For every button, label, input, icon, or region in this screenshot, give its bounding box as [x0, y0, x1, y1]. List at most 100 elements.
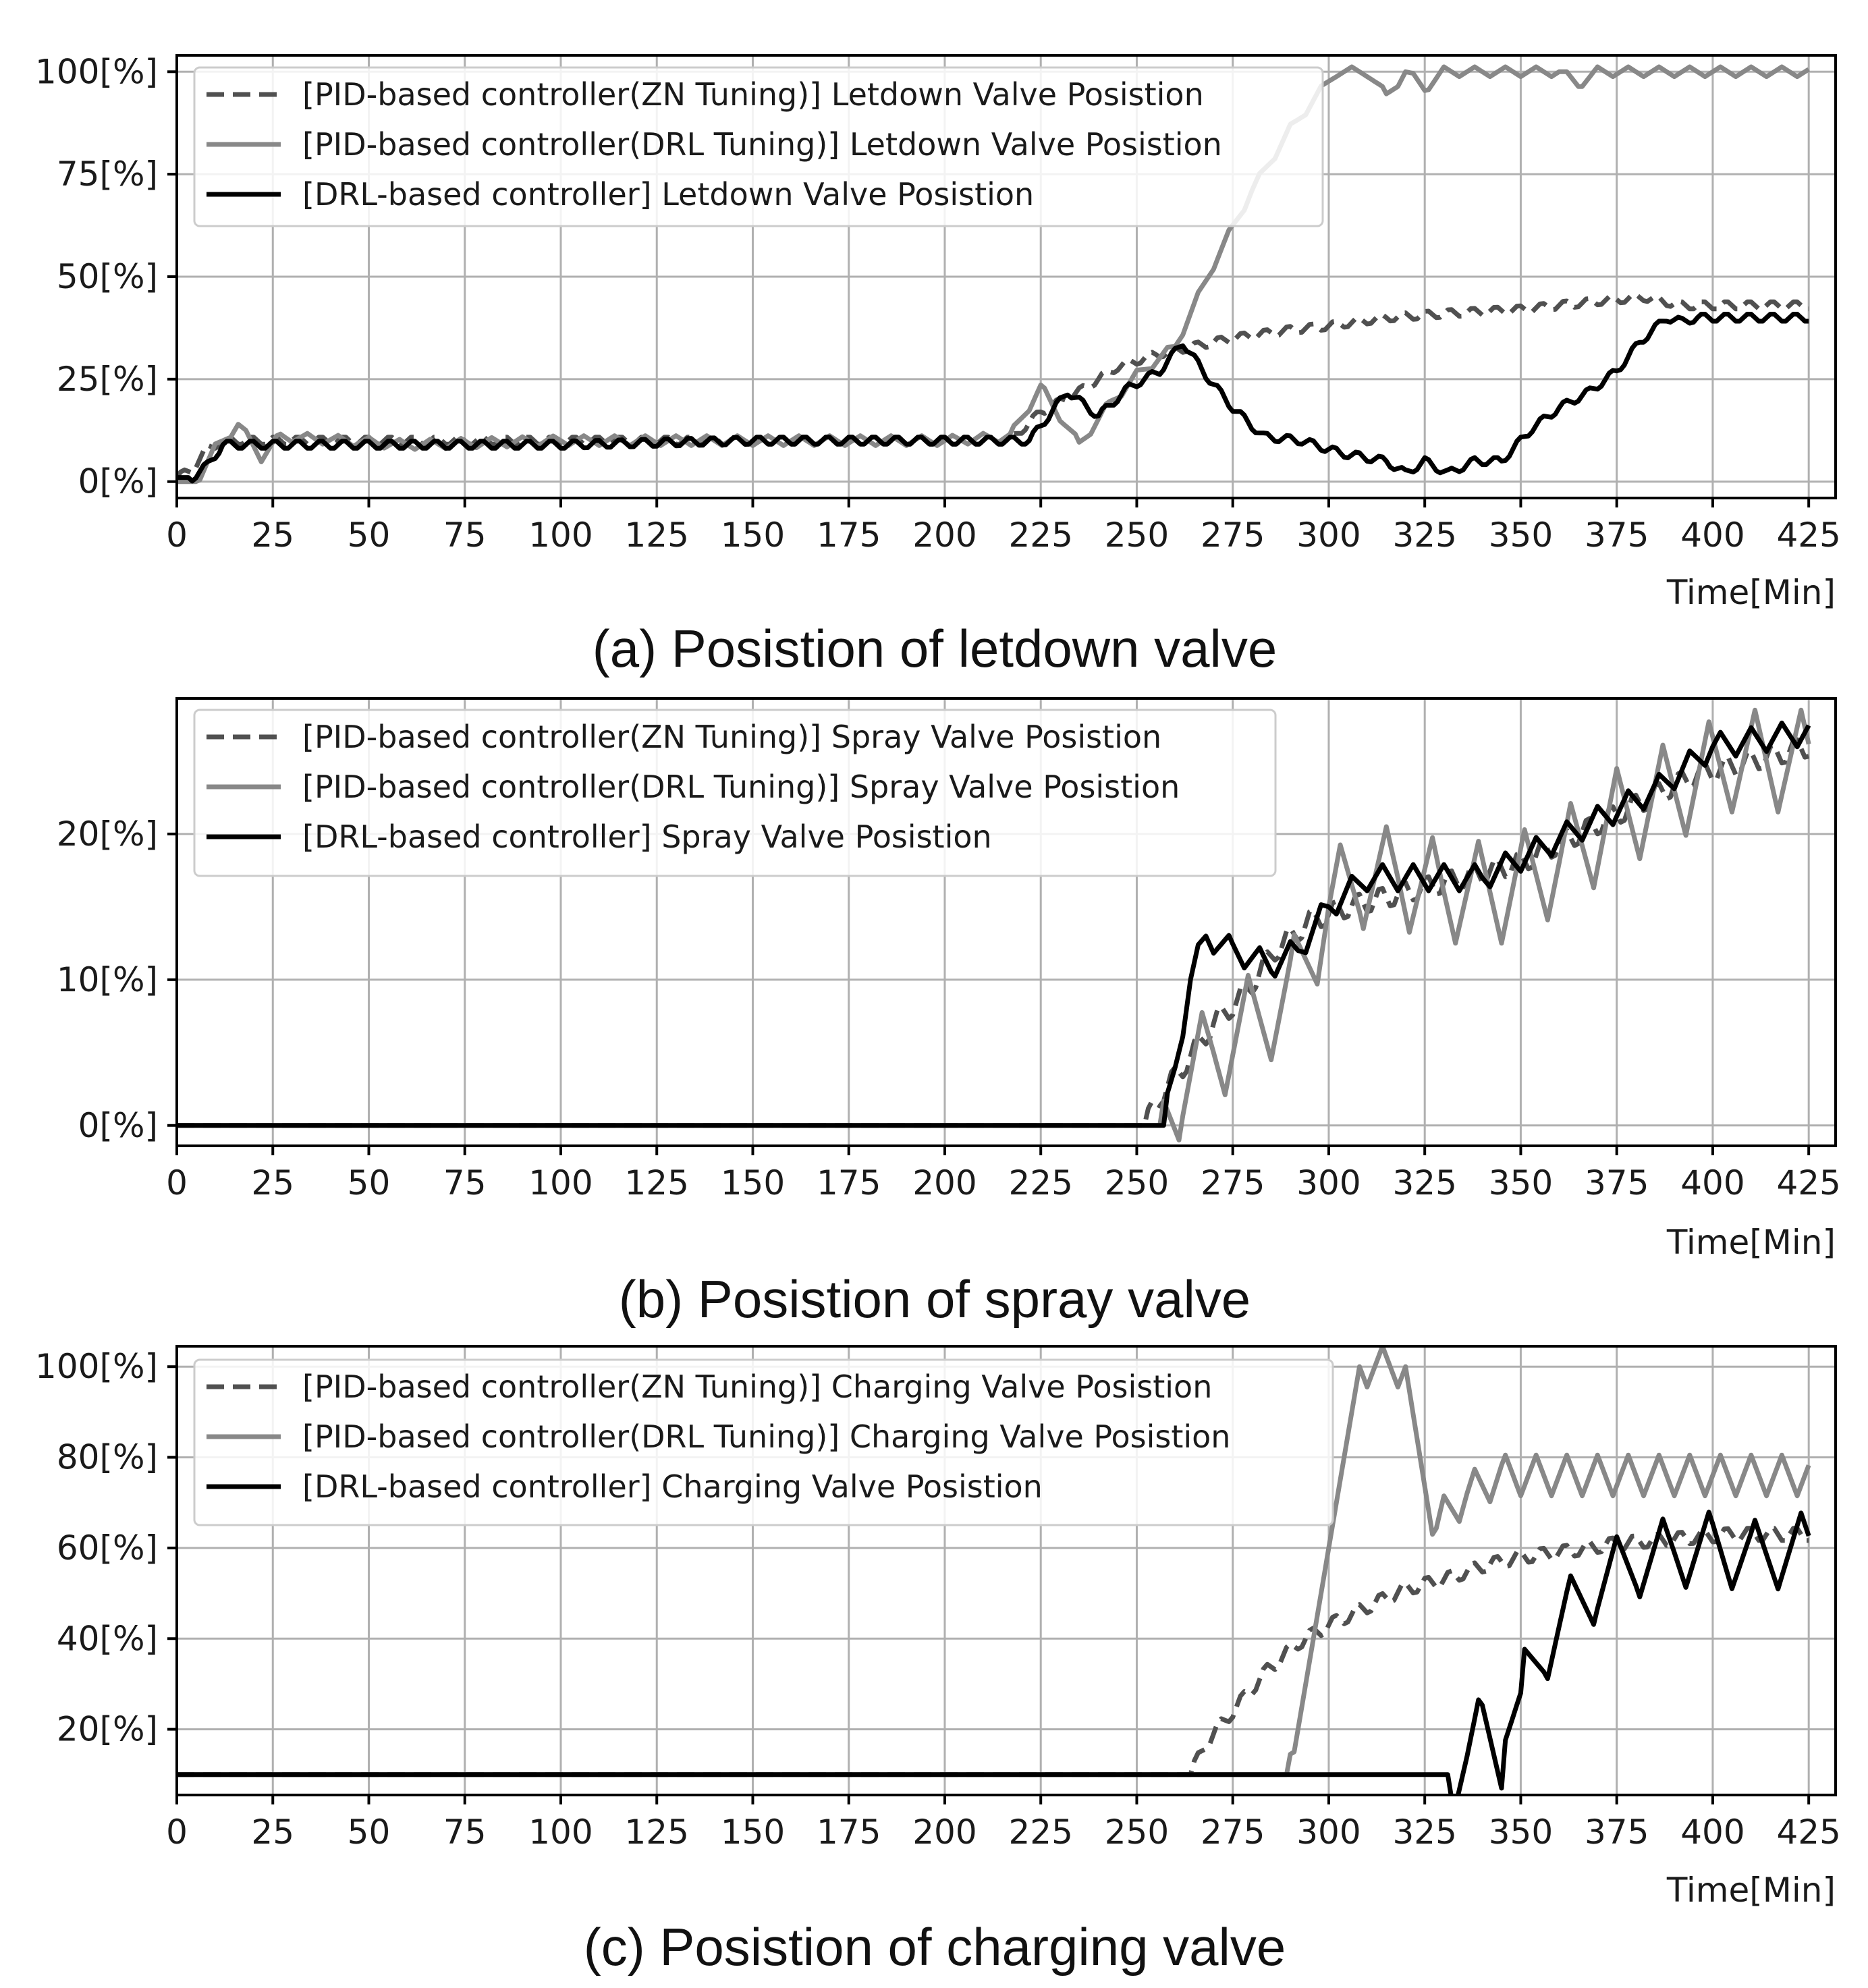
x-tick-label: 225	[1008, 516, 1072, 555]
x-tick-label: 275	[1201, 1163, 1265, 1203]
x-tick-label: 250	[1105, 1813, 1169, 1852]
x-tick-label: 275	[1201, 1813, 1265, 1852]
x-tick-label: 375	[1585, 1813, 1649, 1852]
axes-frame	[175, 1345, 1837, 1796]
x-tick-label: 100	[528, 516, 593, 555]
legend: [PID-based controller(ZN Tuning)] Letdow…	[193, 66, 1324, 227]
legend: [PID-based controller(ZN Tuning)] Chargi…	[193, 1358, 1334, 1526]
legend: [PID-based controller(ZN Tuning)] Spray …	[193, 709, 1277, 877]
x-tick-label: 275	[1201, 516, 1265, 555]
x-tick-label: 50	[348, 516, 391, 555]
series-line-1	[177, 1526, 1809, 1777]
x-axis-label: Time[Min]	[1666, 1871, 1836, 1910]
legend-label-3: [DRL-based controller] Letdown Valve Pos…	[302, 176, 1034, 213]
x-tick-label: 225	[1008, 1163, 1072, 1203]
x-tick-label: 0	[166, 1163, 188, 1203]
y-tick-label: 75[%]	[57, 155, 158, 194]
x-tick-label: 25	[251, 1163, 294, 1203]
legend-box	[193, 1358, 1334, 1526]
y-tick-label: 0[%]	[78, 462, 158, 501]
x-tick-label: 0	[166, 516, 188, 555]
axes-frame	[175, 697, 1837, 1147]
x-tick-label: 325	[1392, 516, 1456, 555]
x-tick-label: 250	[1105, 516, 1169, 555]
x-tick-label: 150	[721, 516, 785, 555]
y-tick-label: 80[%]	[57, 1438, 158, 1477]
x-tick-label: 175	[817, 1163, 881, 1203]
x-tick-label: 150	[721, 1163, 785, 1203]
series-line-3	[177, 1510, 1811, 1795]
chart-panel-1: 0 25 50 75 100 125 150 175 200 225 250 275 300 325 350…	[35, 52, 1841, 678]
legend-label-1: [PID-based controller(ZN Tuning)] Letdow…	[302, 76, 1204, 113]
y-tick-label: 10[%]	[57, 960, 158, 999]
x-tick-label: 50	[348, 1813, 391, 1852]
legend-label-1: [PID-based controller(ZN Tuning)] Spray …	[302, 719, 1161, 755]
x-tick-label: 350	[1489, 516, 1553, 555]
series-group	[177, 1346, 1811, 1795]
x-tick-label: 200	[912, 516, 977, 555]
x-tick-label: 300	[1296, 516, 1361, 555]
x-tick-label: 125	[625, 1813, 689, 1852]
chart-caption: (c) Posistion of charging valve	[584, 1917, 1286, 1977]
x-tick-label: 300	[1296, 1813, 1361, 1852]
x-tick-label: 300	[1296, 1163, 1361, 1203]
x-tick-label: 125	[625, 516, 689, 555]
x-tick-label: 25	[251, 1813, 294, 1852]
x-tick-label: 375	[1585, 1163, 1649, 1203]
x-tick-label: 425	[1776, 516, 1840, 555]
y-tick-label: 20[%]	[57, 1710, 158, 1749]
chart-caption: (a) Posistion of letdown valve	[593, 619, 1278, 678]
x-tick-label: 400	[1680, 1813, 1745, 1852]
x-tick-label: 150	[721, 1813, 785, 1852]
legend-label-3: [DRL-based controller] Spray Valve Posis…	[302, 819, 992, 855]
x-tick-label: 175	[817, 516, 881, 555]
legend-label-1: [PID-based controller(ZN Tuning)] Chargi…	[302, 1369, 1212, 1405]
x-tick-label: 75	[443, 1163, 487, 1203]
chart-panel-2: 0 25 50 75 100 125 150 175 200 225 250 275 300 325 350…	[57, 697, 1841, 1329]
x-tick-label: 50	[348, 1163, 391, 1203]
legend-label-2: [PID-based controller(DRL Tuning)] Charg…	[302, 1418, 1230, 1455]
chart-caption: (b) Posistion of spray valve	[619, 1269, 1251, 1329]
legend-label-2: [PID-based controller(DRL Tuning)] Spray…	[302, 769, 1180, 805]
y-tick-label: 100[%]	[35, 52, 158, 91]
x-tick-label: 100	[528, 1813, 593, 1852]
x-tick-label: 400	[1680, 1163, 1745, 1203]
series-group	[177, 64, 1811, 485]
x-tick-label: 0	[166, 1813, 188, 1852]
x-tick-label: 200	[912, 1813, 977, 1852]
x-tick-label: 425	[1776, 1163, 1840, 1203]
legend-box	[193, 709, 1277, 877]
x-tick-label: 375	[1585, 516, 1649, 555]
x-tick-label: 25	[251, 516, 294, 555]
x-tick-label: 100	[528, 1163, 593, 1203]
x-tick-label: 225	[1008, 1813, 1072, 1852]
x-tick-label: 75	[443, 1813, 487, 1852]
x-tick-label: 75	[443, 516, 487, 555]
x-tick-label: 125	[625, 1163, 689, 1203]
x-tick-label: 350	[1489, 1813, 1553, 1852]
y-tick-label: 25[%]	[57, 360, 158, 399]
x-tick-label: 350	[1489, 1163, 1553, 1203]
x-axis-label: Time[Min]	[1666, 1223, 1836, 1262]
y-tick-label: 20[%]	[57, 814, 158, 854]
x-tick-label: 250	[1105, 1163, 1169, 1203]
y-tick-label: 60[%]	[57, 1528, 158, 1568]
y-tick-label: 40[%]	[57, 1619, 158, 1658]
chart-panel-3: 0 25 50 75 100 125 150 175 200 225 250 275 300 325 350…	[35, 1345, 1841, 1977]
y-tick-label: 100[%]	[35, 1347, 158, 1386]
legend-label-2: [PID-based controller(DRL Tuning)] Letdo…	[302, 126, 1222, 163]
x-tick-label: 425	[1776, 1813, 1840, 1852]
legend-label-3: [DRL-based controller] Charging Valve Po…	[302, 1468, 1043, 1505]
x-tick-label: 325	[1392, 1163, 1456, 1203]
legend-box	[193, 66, 1324, 227]
x-tick-label: 325	[1392, 1813, 1456, 1852]
x-tick-label: 175	[817, 1813, 881, 1852]
series-line-3	[177, 720, 1811, 1128]
series-line-3	[177, 312, 1809, 484]
x-tick-label: 400	[1680, 516, 1745, 555]
series-group	[177, 707, 1811, 1142]
y-tick-label: 0[%]	[78, 1106, 158, 1145]
x-axis-label: Time[Min]	[1666, 573, 1836, 612]
x-tick-label: 200	[912, 1163, 977, 1203]
